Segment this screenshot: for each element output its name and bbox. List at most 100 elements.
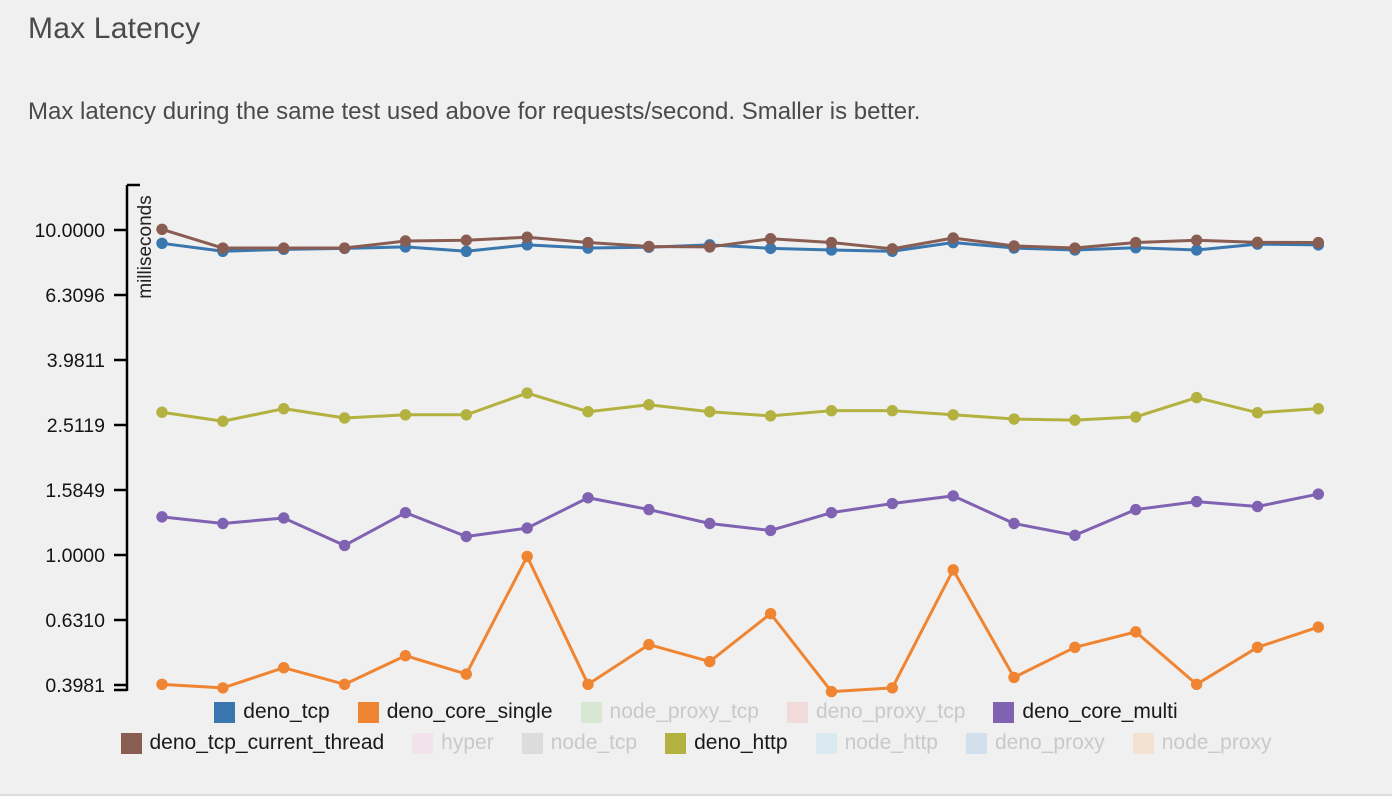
data-point-deno_tcp[interactable] [1190, 244, 1203, 256]
data-point-deno_http[interactable] [1190, 391, 1203, 404]
legend-item-deno_tcp_current_thread[interactable]: deno_tcp_current_thread [120, 731, 384, 755]
data-point-deno_tcp_current_thread[interactable] [460, 234, 472, 246]
data-point-deno_http[interactable] [886, 404, 899, 417]
data-point-deno_core_multi[interactable] [1008, 517, 1020, 530]
data-point-deno_tcp_current_thread[interactable] [521, 231, 533, 243]
data-point-deno_http[interactable] [338, 412, 351, 424]
data-point-deno_core_single[interactable] [217, 682, 229, 694]
data-point-deno_core_single[interactable] [156, 678, 168, 691]
data-point-deno_tcp[interactable] [764, 242, 777, 255]
data-point-deno_tcp_current_thread[interactable] [582, 236, 594, 249]
data-point-deno_http[interactable] [1008, 413, 1020, 425]
data-point-deno_http[interactable] [1251, 407, 1264, 419]
legend-item-node_http[interactable]: node_http [815, 731, 938, 755]
data-point-deno_http[interactable] [704, 406, 716, 418]
data-point-deno_http[interactable] [947, 409, 959, 421]
legend-item-hyper[interactable]: hyper [412, 731, 494, 755]
data-point-deno_core_single[interactable] [825, 685, 838, 698]
y-tick-label: 0.6310 [45, 610, 105, 632]
data-point-deno_core_single[interactable] [1312, 621, 1325, 633]
data-point-deno_core_multi[interactable] [156, 511, 168, 523]
data-point-deno_core_multi[interactable] [278, 512, 290, 524]
data-point-deno_tcp_current_thread[interactable] [156, 223, 168, 235]
data-point-deno_tcp_current_thread[interactable] [217, 242, 229, 254]
data-point-deno_core_single[interactable] [399, 649, 412, 662]
data-point-deno_core_single[interactable] [460, 668, 472, 680]
data-point-deno_tcp[interactable] [460, 245, 472, 257]
data-point-deno_tcp_current_thread[interactable] [764, 233, 777, 245]
data-point-deno_core_single[interactable] [704, 655, 716, 668]
data-point-deno_http[interactable] [156, 406, 168, 418]
data-point-deno_http[interactable] [825, 404, 838, 417]
data-point-deno_tcp_current_thread[interactable] [704, 241, 716, 253]
data-point-deno_core_single[interactable] [643, 638, 655, 651]
data-point-deno_tcp_current_thread[interactable] [1008, 240, 1020, 252]
data-point-deno_http[interactable] [460, 409, 472, 421]
data-point-deno_core_multi[interactable] [399, 506, 412, 519]
legend-item-deno_tcp[interactable]: deno_tcp [214, 700, 330, 724]
max-latency-chart[interactable]: 10.0000 6.3096 3.9811 2.5119 1.5849 1.0000 0.6… [0, 170, 1392, 700]
data-point-deno_core_single[interactable] [886, 682, 899, 694]
data-point-deno_core_single[interactable] [521, 550, 533, 563]
data-point-deno_tcp_current_thread[interactable] [825, 236, 838, 249]
legend-item-deno_proxy[interactable]: deno_proxy [966, 731, 1105, 755]
data-point-deno_core_multi[interactable] [704, 517, 716, 530]
data-point-deno_core_multi[interactable] [886, 497, 899, 510]
data-point-deno_http[interactable] [1069, 414, 1081, 426]
data-point-deno_core_multi[interactable] [947, 490, 959, 502]
data-point-deno_core_single[interactable] [947, 564, 959, 576]
legend-item-deno_core_multi[interactable]: deno_core_multi [993, 700, 1178, 724]
legend-swatch-deno_http [665, 732, 687, 754]
data-point-deno_http[interactable] [217, 415, 229, 427]
data-point-deno_tcp_current_thread[interactable] [643, 240, 655, 253]
data-point-deno_core_multi[interactable] [825, 506, 838, 519]
data-point-deno_tcp_current_thread[interactable] [1069, 242, 1081, 254]
legend-item-deno_core_single[interactable]: deno_core_single [357, 700, 553, 724]
data-point-deno_core_multi[interactable] [217, 517, 229, 530]
data-point-deno_core_single[interactable] [582, 678, 594, 691]
data-point-deno_http[interactable] [521, 387, 533, 399]
data-point-deno_core_multi[interactable] [764, 524, 777, 537]
data-point-deno_core_multi[interactable] [1130, 503, 1142, 516]
data-point-deno_http[interactable] [582, 406, 594, 418]
legend-item-deno_proxy_tcp[interactable]: deno_proxy_tcp [786, 700, 965, 724]
data-point-deno_core_single[interactable] [764, 607, 777, 620]
data-point-deno_core_multi[interactable] [1251, 500, 1264, 513]
data-point-deno_tcp_current_thread[interactable] [1130, 236, 1142, 249]
data-point-deno_tcp_current_thread[interactable] [1251, 236, 1264, 249]
data-point-deno_tcp_current_thread[interactable] [886, 243, 899, 255]
data-point-deno_core_multi[interactable] [338, 539, 351, 552]
legend-item-deno_http[interactable]: deno_http [665, 731, 788, 755]
data-point-deno_core_multi[interactable] [460, 530, 472, 543]
data-point-deno_core_single[interactable] [1251, 641, 1264, 653]
data-point-deno_core_single[interactable] [1190, 678, 1203, 691]
data-point-deno_tcp[interactable] [156, 237, 168, 250]
data-point-deno_tcp_current_thread[interactable] [947, 232, 959, 244]
data-point-deno_core_multi[interactable] [1312, 488, 1325, 500]
data-point-deno_http[interactable] [399, 409, 412, 421]
data-point-deno_tcp_current_thread[interactable] [338, 242, 351, 254]
data-point-deno_tcp_current_thread[interactable] [1190, 234, 1203, 246]
data-point-deno_http[interactable] [278, 402, 290, 415]
data-point-deno_core_single[interactable] [1008, 671, 1020, 684]
data-point-deno_tcp_current_thread[interactable] [1312, 236, 1325, 249]
data-point-deno_http[interactable] [643, 399, 655, 411]
data-point-deno_core_multi[interactable] [521, 522, 533, 534]
data-point-deno_core_single[interactable] [278, 662, 290, 674]
data-point-deno_http[interactable] [764, 410, 777, 422]
data-point-deno_core_multi[interactable] [582, 492, 594, 504]
data-point-deno_http[interactable] [1130, 411, 1142, 423]
data-point-deno_core_single[interactable] [1069, 641, 1081, 653]
data-point-deno_core_single[interactable] [338, 678, 351, 691]
legend-item-node_proxy_tcp[interactable]: node_proxy_tcp [580, 700, 759, 724]
series-line-deno_core_single [161, 554, 1319, 694]
data-point-deno_core_multi[interactable] [1069, 529, 1081, 541]
legend-item-node_proxy[interactable]: node_proxy [1132, 731, 1272, 755]
data-point-deno_core_multi[interactable] [643, 503, 655, 516]
data-point-deno_tcp_current_thread[interactable] [399, 235, 412, 247]
legend-item-node_tcp[interactable]: node_tcp [521, 731, 637, 755]
data-point-deno_tcp_current_thread[interactable] [278, 242, 290, 254]
data-point-deno_core_multi[interactable] [1190, 495, 1203, 508]
data-point-deno_core_single[interactable] [1130, 626, 1142, 638]
data-point-deno_http[interactable] [1312, 402, 1325, 415]
